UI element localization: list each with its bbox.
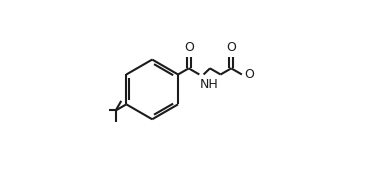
Text: O: O [244,68,255,81]
Text: O: O [226,41,236,54]
Text: NH: NH [200,78,219,91]
Text: O: O [184,41,194,54]
